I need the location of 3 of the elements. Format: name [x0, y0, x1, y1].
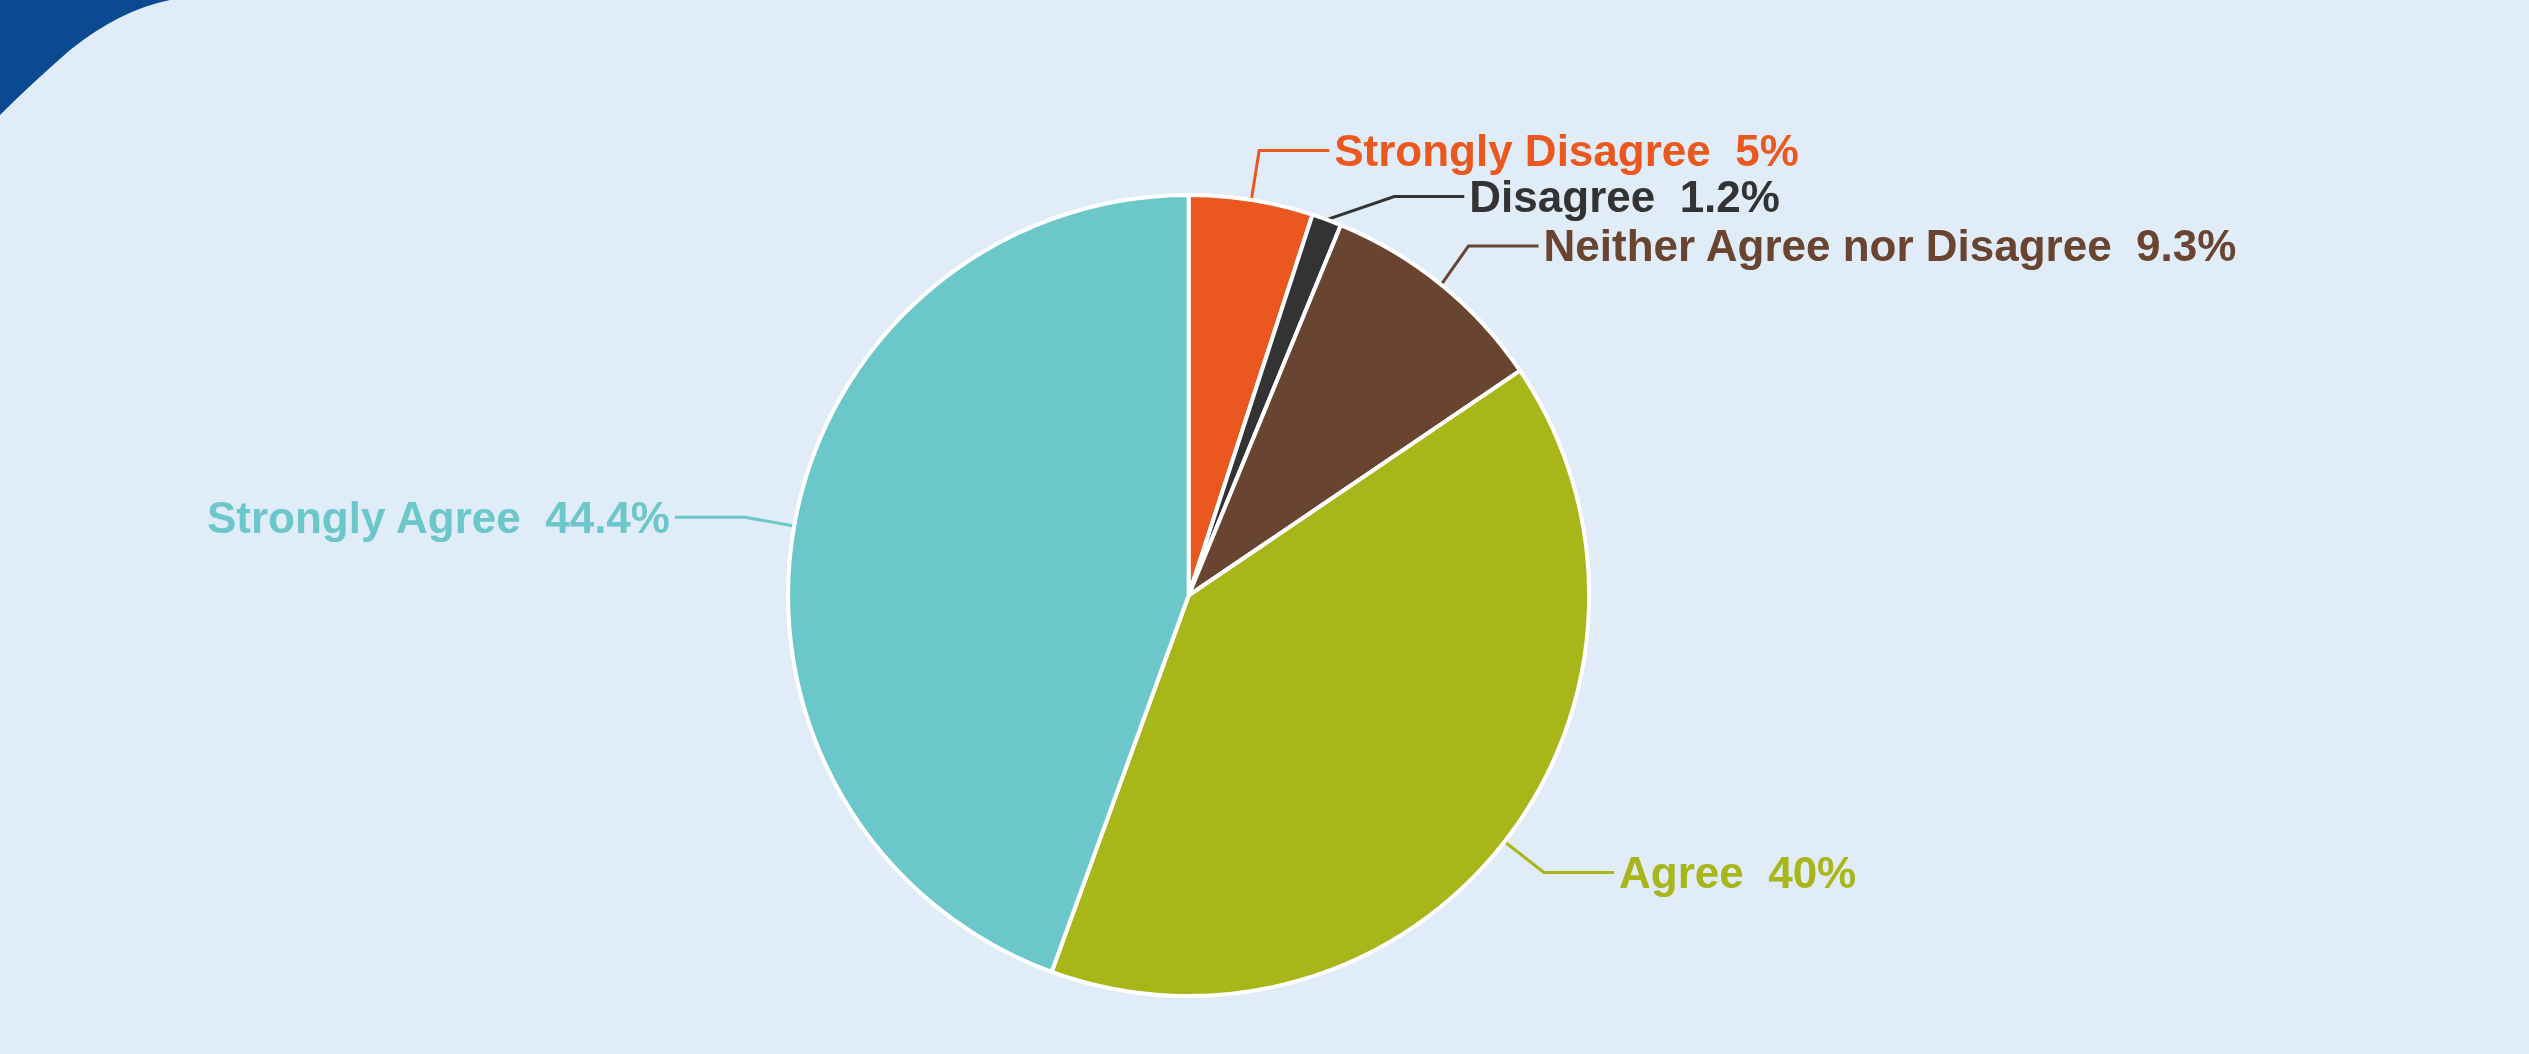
slice-label: Agree 40%: [1618, 847, 1857, 897]
slice-label: Neither Agree nor Disagree 9.3%: [1543, 221, 2237, 271]
slice-label: Strongly Agree 44.4%: [206, 492, 670, 542]
